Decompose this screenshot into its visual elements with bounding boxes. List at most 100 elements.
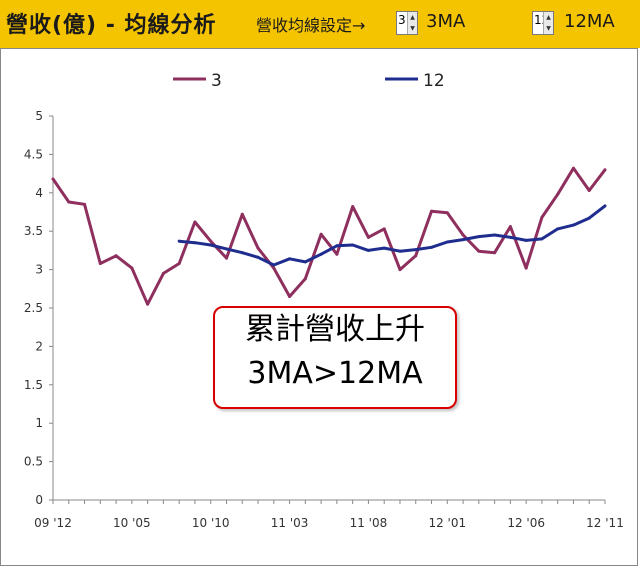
data-point-3 <box>161 271 165 275</box>
short-ma-value[interactable]: 3 <box>398 13 406 27</box>
data-point-12 <box>587 216 591 220</box>
data-point-12 <box>366 248 370 252</box>
data-point-3 <box>445 211 449 215</box>
long-ma-label: 12MA <box>564 11 615 32</box>
ma-setting-label: 營收均線設定→ <box>256 16 366 35</box>
data-point-12 <box>382 246 386 250</box>
data-point-3 <box>540 215 544 219</box>
y-tick-label: 4 <box>35 186 43 200</box>
data-point-3 <box>477 249 481 253</box>
data-point-3 <box>351 205 355 209</box>
data-point-3 <box>556 192 560 196</box>
data-point-3 <box>382 227 386 231</box>
data-point-12 <box>556 227 560 231</box>
data-point-3 <box>177 261 181 265</box>
data-point-3 <box>114 254 118 258</box>
data-point-12 <box>351 243 355 247</box>
data-point-12 <box>398 249 402 253</box>
y-tick-label: 1 <box>35 416 43 430</box>
page-title: 營收(億) - 均線分析 <box>6 13 217 38</box>
data-point-12 <box>508 235 512 239</box>
header-bar: 營收(億) - 均線分析 營收均線設定→ 3 ▲ ▼ 3MA 12 ▲ ▼ 12MA <box>0 0 640 48</box>
x-tick-label: 09 '12 <box>34 516 72 530</box>
data-point-3 <box>272 266 276 270</box>
y-tick-label: 1.5 <box>24 378 43 392</box>
data-point-3 <box>430 209 434 213</box>
data-point-3 <box>240 212 244 216</box>
data-point-3 <box>414 254 418 258</box>
data-point-3 <box>193 220 197 224</box>
data-point-3 <box>587 188 591 192</box>
data-point-12 <box>177 239 181 243</box>
spinner-arrows-icon[interactable]: ▲ ▼ <box>543 12 553 34</box>
data-point-3 <box>67 200 71 204</box>
x-tick-label: 10 '10 <box>192 516 230 530</box>
data-point-3 <box>366 235 370 239</box>
x-tick-label: 11 '03 <box>271 516 309 530</box>
data-point-12 <box>288 257 292 261</box>
data-point-3 <box>209 239 213 243</box>
legend-label-12: 12 <box>423 71 445 91</box>
data-point-3 <box>146 302 150 306</box>
data-point-12 <box>209 243 213 247</box>
data-point-3 <box>571 166 575 170</box>
data-point-12 <box>319 252 323 256</box>
y-tick-label: 4.5 <box>24 147 43 161</box>
callout-line-1: 累計營收上升 <box>245 312 425 347</box>
y-tick-label: 5 <box>35 109 43 123</box>
data-point-12 <box>240 251 244 255</box>
data-point-12 <box>461 238 465 242</box>
series-line-12 <box>179 204 606 267</box>
data-point-3 <box>493 251 497 255</box>
data-point-3 <box>335 252 339 256</box>
data-point-3 <box>256 246 260 250</box>
data-point-12 <box>540 237 544 241</box>
data-point-3 <box>603 168 607 172</box>
x-tick-label: 12 '11 <box>586 516 624 530</box>
data-point-3 <box>303 277 307 281</box>
data-point-3 <box>398 268 402 272</box>
data-point-12 <box>335 244 339 248</box>
data-point-12 <box>256 255 260 259</box>
y-tick-label: 2 <box>35 339 43 353</box>
data-point-12 <box>272 263 276 267</box>
callout-box: 累計營收上升 3MA>12MA <box>213 306 457 409</box>
data-point-3 <box>524 266 528 270</box>
data-point-12 <box>603 204 607 208</box>
x-tick-label: 11 '08 <box>350 516 388 530</box>
legend-label-3: 3 <box>211 71 222 91</box>
x-tick-label: 10 '05 <box>113 516 151 530</box>
y-tick-label: 0 <box>35 493 43 507</box>
data-point-12 <box>414 248 418 252</box>
data-point-12 <box>430 245 434 249</box>
data-point-3 <box>130 266 134 270</box>
y-tick-label: 3 <box>35 263 43 277</box>
data-point-12 <box>493 233 497 237</box>
spinner-arrows-icon[interactable]: ▲ ▼ <box>407 12 417 34</box>
y-tick-label: 0.5 <box>24 455 43 469</box>
data-point-3 <box>98 261 102 265</box>
callout-line-2: 3MA>12MA <box>247 356 423 391</box>
data-point-12 <box>571 223 575 227</box>
data-point-12 <box>303 260 307 264</box>
data-point-3 <box>83 202 87 206</box>
data-point-3 <box>319 232 323 236</box>
short-ma-label: 3MA <box>426 11 466 32</box>
data-point-12 <box>193 241 197 245</box>
data-point-3 <box>508 225 512 229</box>
data-point-3 <box>461 233 465 237</box>
long-ma-spinner[interactable]: 12 ▲ ▼ <box>532 11 554 35</box>
short-ma-spinner[interactable]: 3 ▲ ▼ <box>396 11 418 35</box>
data-point-12 <box>524 238 528 242</box>
data-point-12 <box>224 247 228 251</box>
data-point-3 <box>288 294 292 298</box>
data-point-3 <box>224 256 228 260</box>
data-point-3 <box>51 177 55 181</box>
x-tick-label: 12 '06 <box>507 516 545 530</box>
y-tick-label: 3.5 <box>24 224 43 238</box>
data-point-12 <box>477 235 481 239</box>
data-point-12 <box>445 240 449 244</box>
x-tick-label: 12 '01 <box>428 516 466 530</box>
series-line-3 <box>51 166 607 306</box>
